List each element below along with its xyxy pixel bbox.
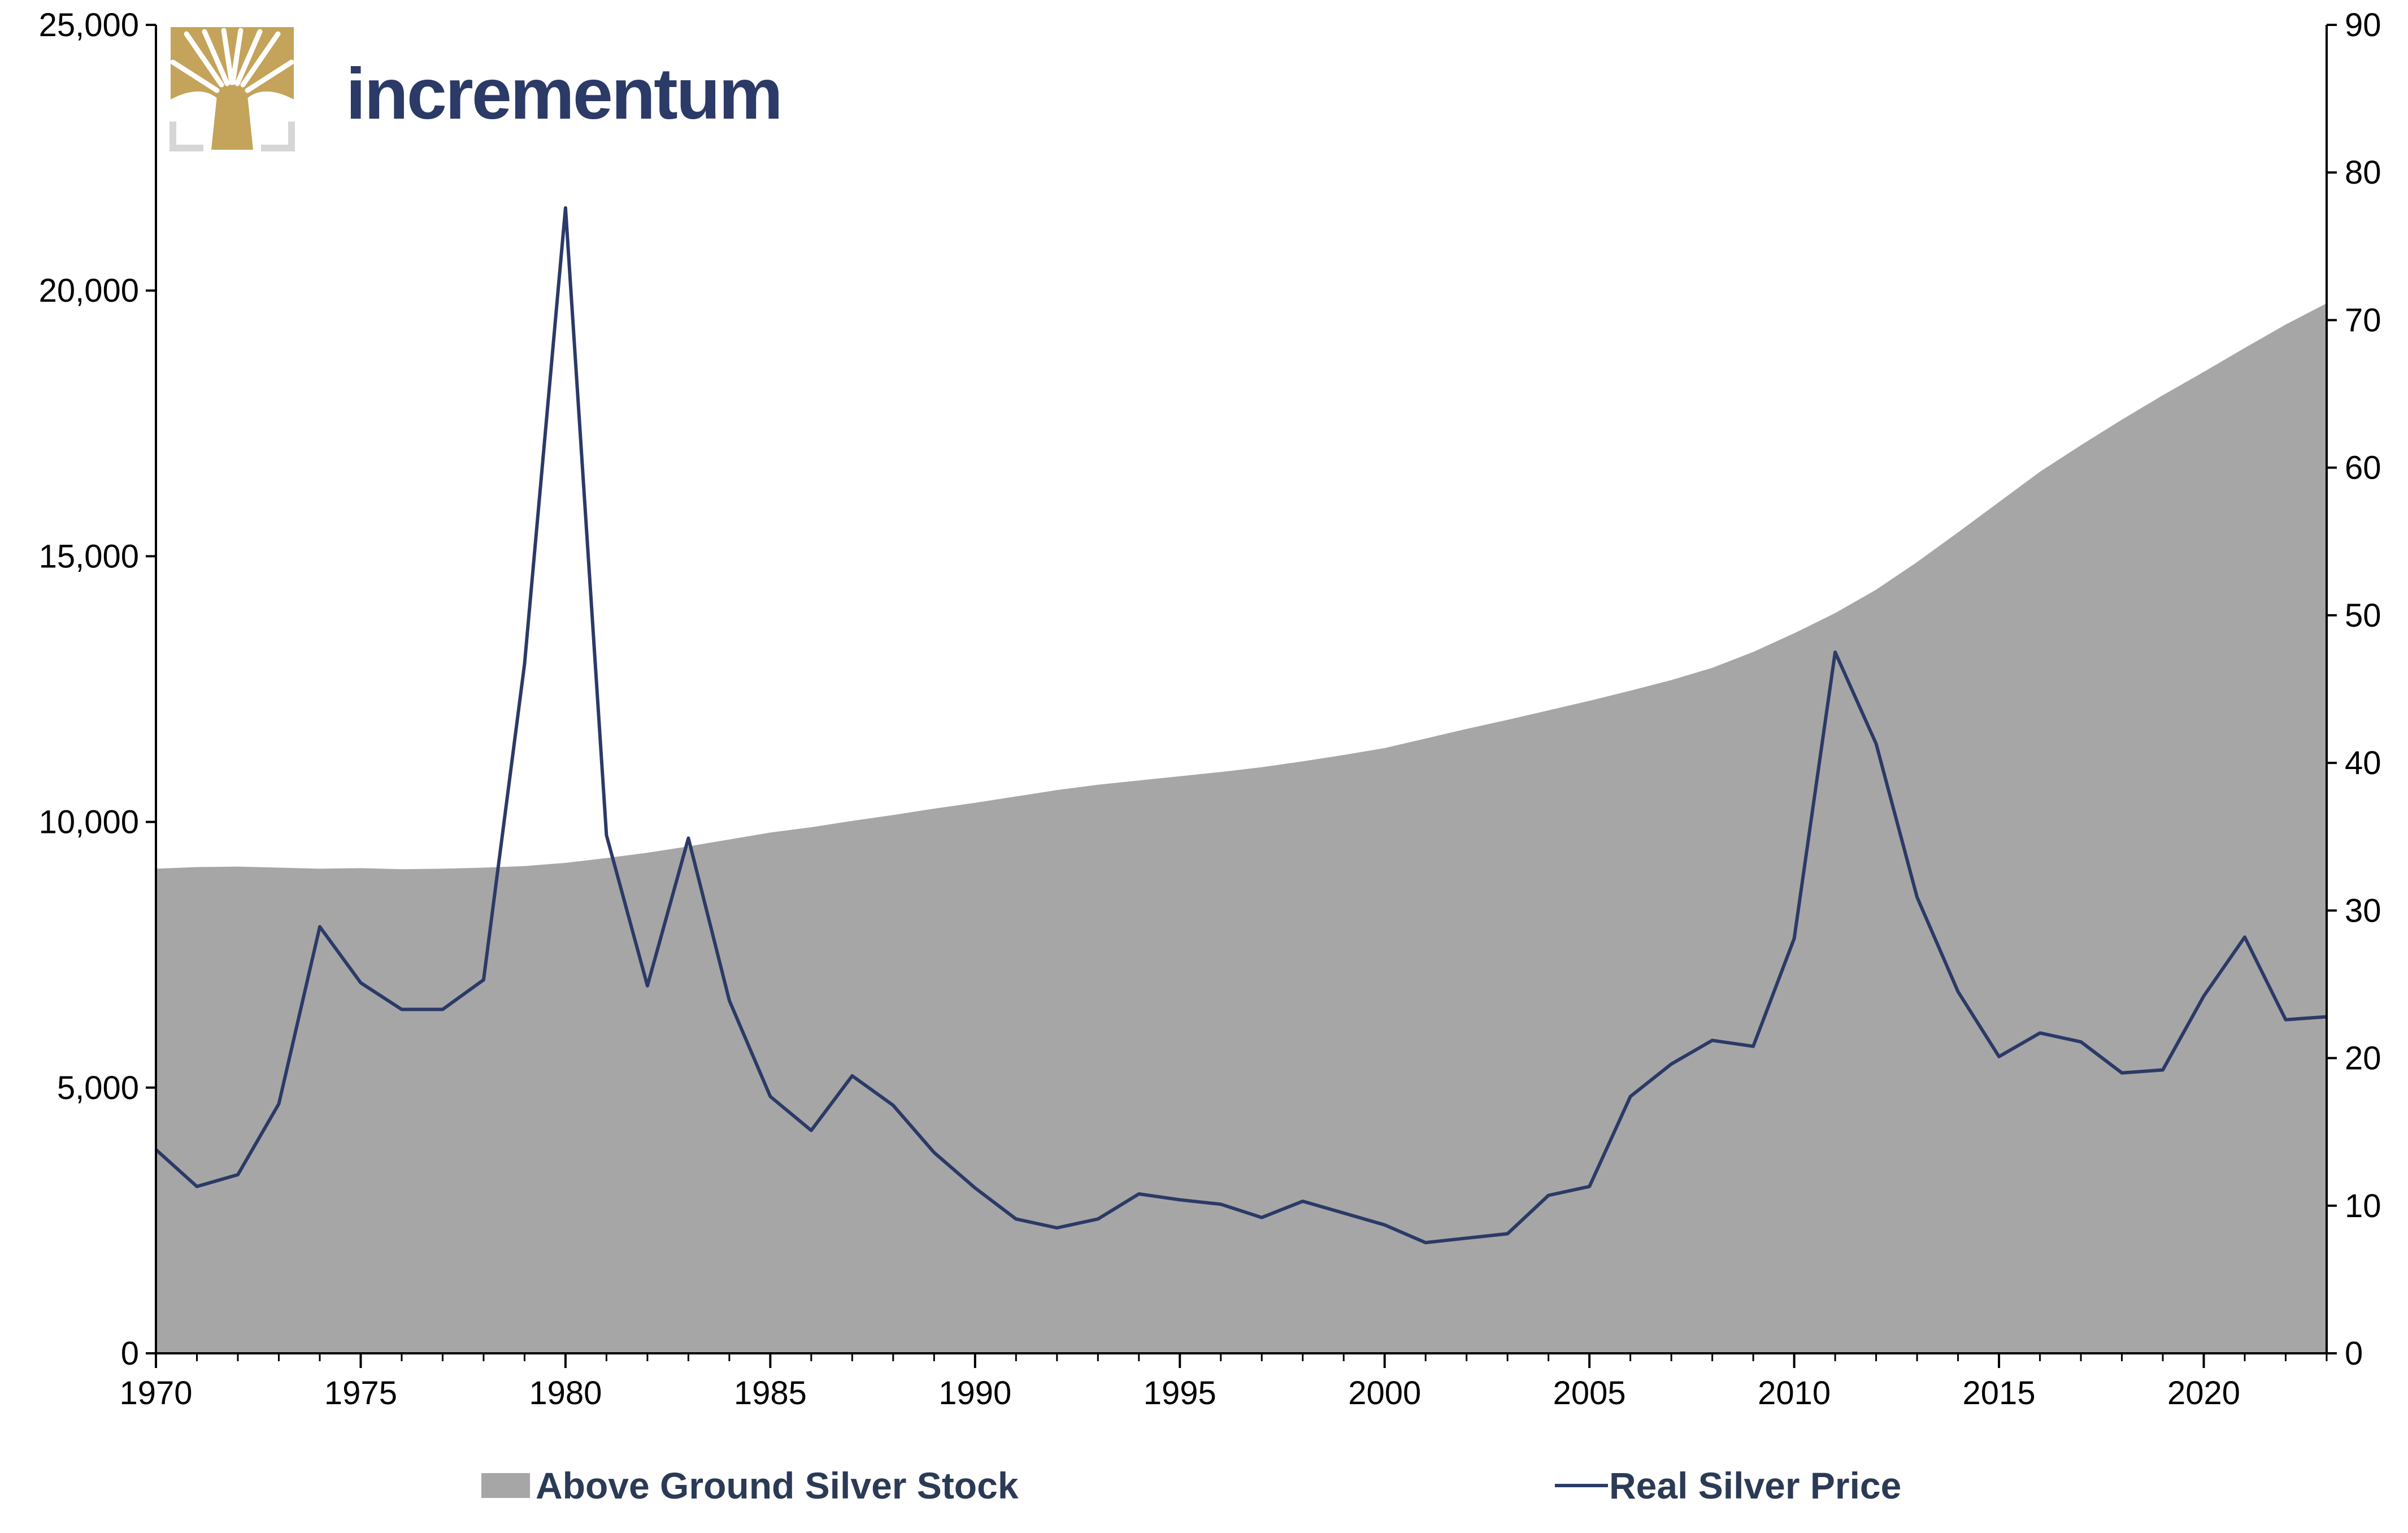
left-tick-label: 25,000: [39, 7, 139, 44]
legend-label-price: Real Silver Price: [1609, 1465, 1901, 1506]
x-tick-label: 1990: [938, 1375, 1011, 1412]
x-tick-label: 1995: [1144, 1375, 1216, 1412]
logo-branch: [240, 31, 281, 88]
logo-frame-right: [261, 121, 295, 151]
x-tick-label: 2020: [2167, 1375, 2240, 1412]
x-tick-label: 1980: [529, 1375, 602, 1412]
logo-branch: [234, 29, 263, 86]
x-tick-label: 2010: [1758, 1375, 1831, 1412]
right-tick-label: 40: [2345, 745, 2381, 781]
logo-branch: [230, 28, 244, 85]
logo-frame-left: [169, 121, 203, 151]
brand-name: incrementum: [346, 54, 781, 134]
x-tick-label: 2005: [1553, 1375, 1626, 1412]
logo-branch: [184, 31, 224, 88]
right-tick-label: 0: [2345, 1335, 2363, 1372]
legend-swatch-area: [481, 1473, 530, 1498]
right-tick-label: 70: [2345, 302, 2381, 338]
left-tick-label: 5,000: [57, 1070, 139, 1106]
legend-label-stock: Above Ground Silver Stock: [536, 1465, 1019, 1506]
right-tick-label: 50: [2345, 597, 2381, 634]
legend-item-stock: Above Ground Silver Stock: [481, 1465, 1019, 1506]
left-tick-label: 20,000: [39, 272, 139, 309]
left-tick-label: 0: [121, 1335, 139, 1372]
legend-item-price: Real Silver Price: [1555, 1465, 1901, 1506]
logo-branch: [221, 28, 234, 85]
ticks: 0 5,000 10,000 15,000 20,000 25,000 0 10 20 30 40 5…: [39, 7, 2381, 1412]
legend: Above Ground Silver Stock Real Silver Pr…: [481, 1465, 1901, 1506]
silver-stock-area: [156, 303, 2327, 1353]
right-tick-label: 10: [2345, 1188, 2381, 1224]
x-tick-label: 2015: [1963, 1375, 2036, 1412]
left-tick-label: 15,000: [39, 538, 139, 575]
x-tick-label: 1985: [734, 1375, 807, 1412]
right-tick-label: 20: [2345, 1040, 2381, 1077]
tree-logo-icon: [169, 27, 295, 151]
silver-price-line: [154, 206, 2327, 1245]
plot-area: [154, 206, 2327, 1353]
logo-trunk: [211, 85, 253, 150]
right-tick-label: 80: [2345, 154, 2381, 191]
logo-branch: [202, 29, 230, 86]
right-tick-label: 60: [2345, 450, 2381, 487]
right-tick-label: 30: [2345, 892, 2381, 929]
logo-branch: [170, 59, 220, 93]
x-tick-label: 1975: [324, 1375, 397, 1412]
axes: [155, 25, 2328, 1354]
x-tick-label: 2000: [1348, 1375, 1421, 1412]
logo-branch: [245, 59, 294, 93]
incrementum-logo: incrementum: [169, 27, 783, 151]
x-tick-label: 1970: [119, 1375, 192, 1412]
left-tick-label: 10,000: [39, 804, 139, 841]
logo-canopy: [171, 27, 294, 105]
right-tick-label: 90: [2345, 7, 2381, 44]
